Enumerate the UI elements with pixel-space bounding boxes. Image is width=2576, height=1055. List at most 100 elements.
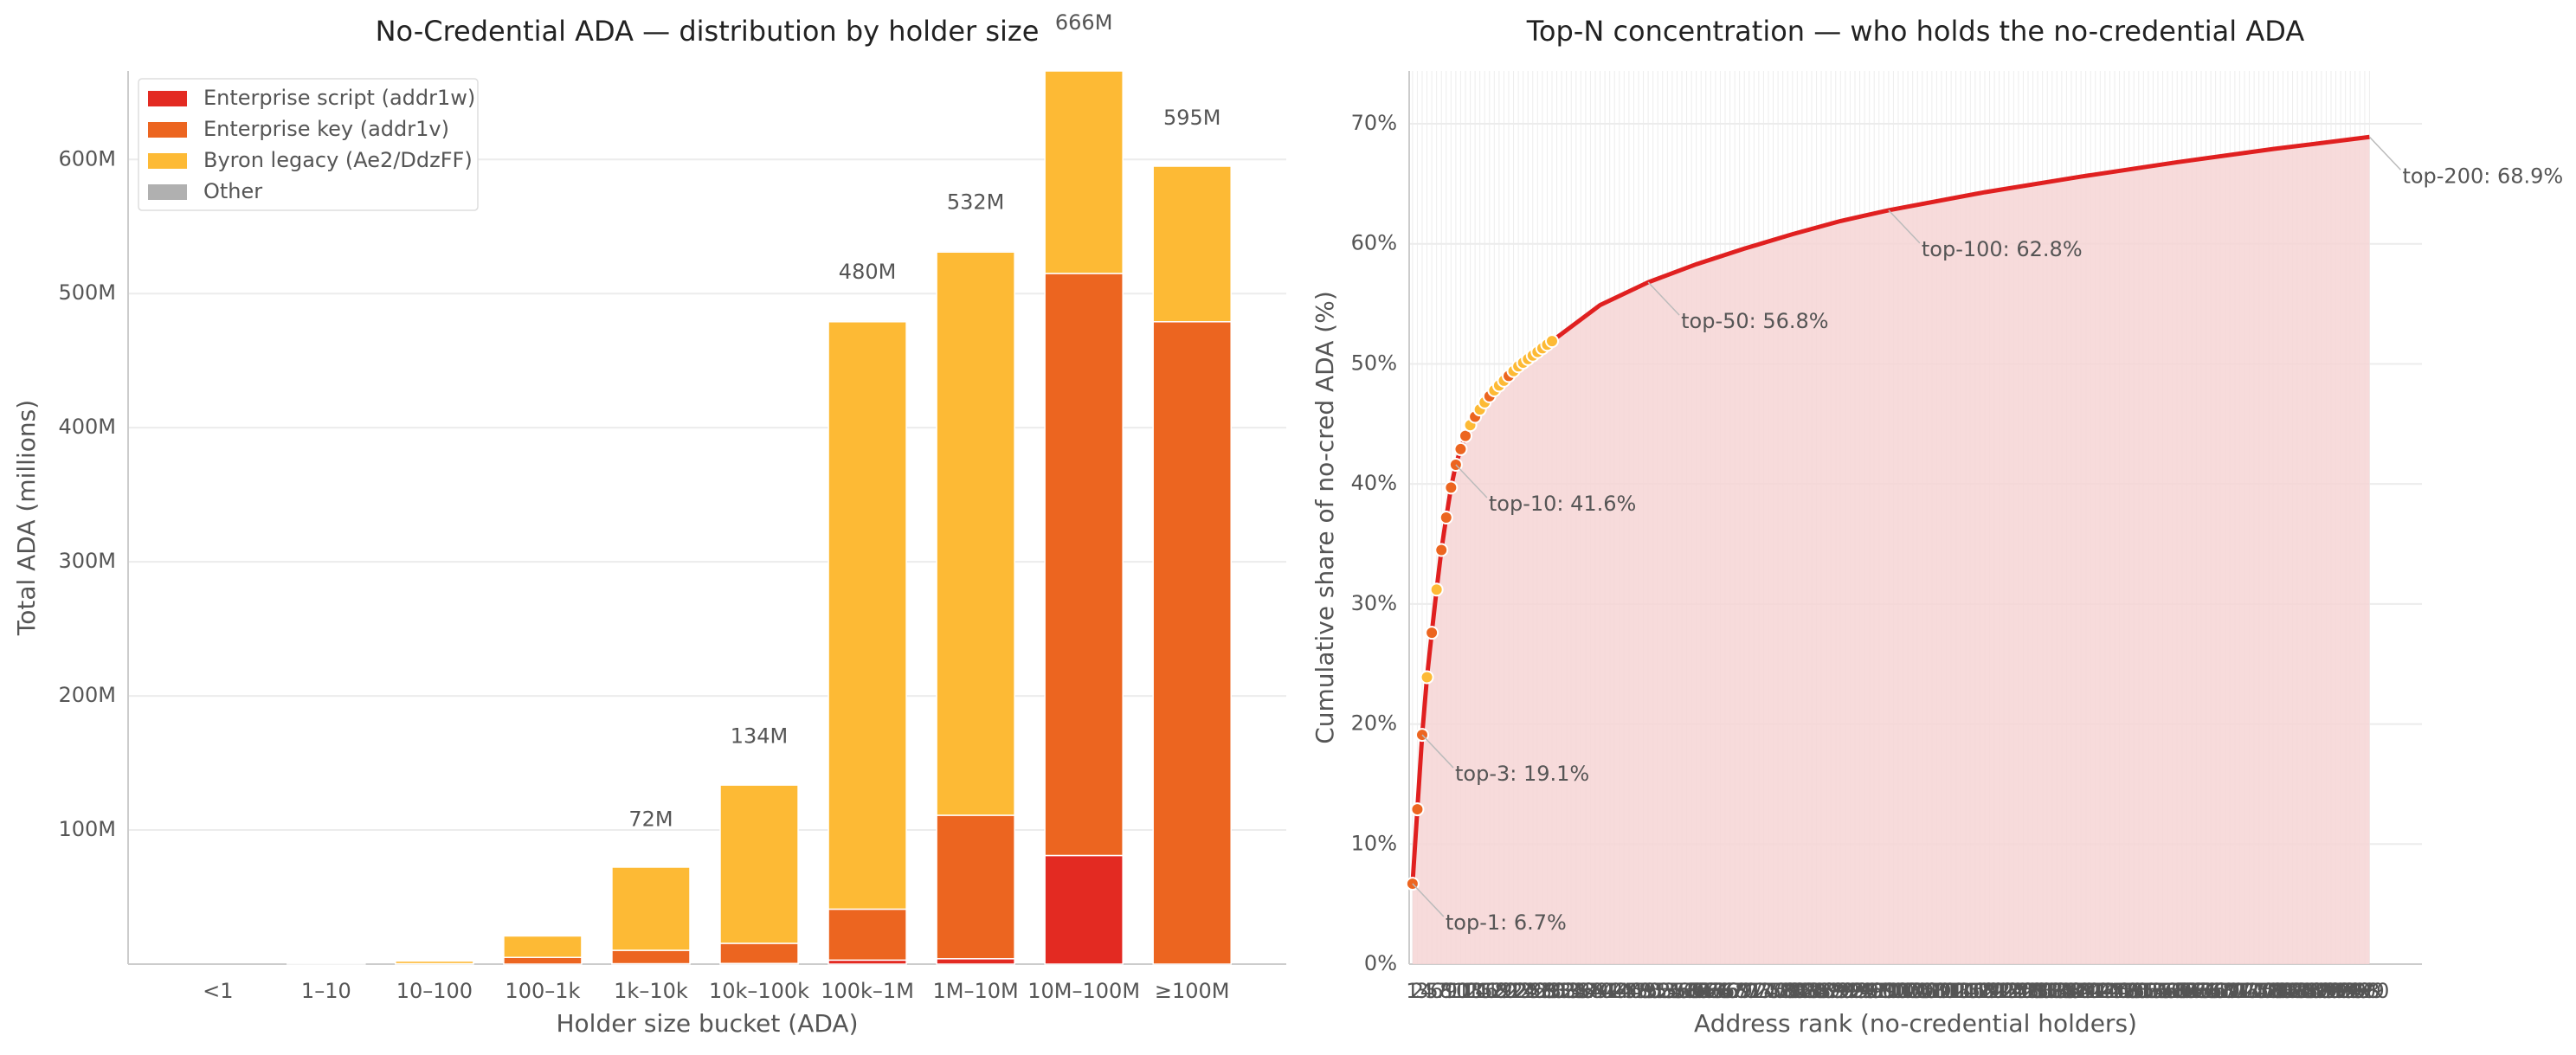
annotation-leader xyxy=(1647,281,1680,316)
x-tick-label: 100–1k xyxy=(505,979,580,1003)
point-marker xyxy=(1434,543,1449,557)
x-tick-label: 17 xyxy=(1477,979,1504,1003)
x-tick-label: 99 xyxy=(1871,979,1897,1003)
x-tick-label: 162 xyxy=(2167,979,2206,1003)
x-tick-label: 89 xyxy=(1823,979,1850,1003)
x-tick-label: 151 xyxy=(2114,979,2154,1003)
x-tick-label: 101 xyxy=(1874,979,1914,1003)
x-tick-label: 83 xyxy=(1794,979,1820,1003)
x-tick-label: ≥100M xyxy=(1155,979,1230,1003)
legend-swatch xyxy=(148,153,187,169)
point-marker xyxy=(1410,802,1425,817)
x-tick-label: 174 xyxy=(2225,979,2264,1003)
y-tick-label: 300M xyxy=(58,549,116,573)
y-tick-label: 70% xyxy=(1351,111,1397,135)
x-tick-label: 144 xyxy=(2080,979,2120,1003)
x-tick-label: 125 xyxy=(1989,979,2029,1003)
x-tick-label: 184 xyxy=(2273,979,2313,1003)
bar-segment xyxy=(936,249,1015,253)
total-label: 72M xyxy=(628,807,673,831)
x-tick-label: 88 xyxy=(1818,979,1845,1003)
annotation: top-10: 41.6% xyxy=(1489,492,1636,516)
legend-label: Enterprise script (addr1w) xyxy=(203,86,475,110)
x-tick-label: 175 xyxy=(2230,979,2270,1003)
point-marker xyxy=(1439,511,1453,524)
bar-segment xyxy=(719,784,799,944)
x-tick-label: 36 xyxy=(1568,979,1594,1003)
x-tick-label: 150 xyxy=(2109,979,2149,1003)
x-tick-label: 180 xyxy=(2253,979,2293,1003)
bar-segment xyxy=(719,942,799,964)
bar-segment xyxy=(611,949,691,965)
x-tick-label: 58 xyxy=(1673,979,1700,1003)
x-tick-label: 15 xyxy=(1466,979,1493,1003)
chart-title: Top-N concentration — who holds the no-c… xyxy=(1526,15,2305,48)
y-tick-label: 600M xyxy=(58,146,116,170)
x-tick-label: 77 xyxy=(1765,979,1792,1003)
x-tick-label: 76 xyxy=(1760,979,1787,1003)
x-tick-label: 60 xyxy=(1683,979,1710,1003)
bar-segment xyxy=(936,814,1015,960)
x-tick-label: 70 xyxy=(1731,979,1758,1003)
x-tick-label: 127 xyxy=(1999,979,2038,1003)
x-tick-label: 1k–10k xyxy=(614,979,688,1003)
x-tick-label: 118 xyxy=(1955,979,1995,1003)
x-tick-label: 166 xyxy=(2186,979,2226,1003)
x-tick-label: 145 xyxy=(2085,979,2125,1003)
x-tick-label: 183 xyxy=(2268,979,2308,1003)
annotation-leader xyxy=(2368,136,2401,170)
x-tick-label: 110 xyxy=(1917,979,1957,1003)
area-fill xyxy=(1412,137,2370,964)
x-tick-label: 195 xyxy=(2326,979,2366,1003)
x-tick-label: 75 xyxy=(1755,979,1782,1003)
x-tick-label: 93 xyxy=(1842,979,1869,1003)
x-tick-label: 21 xyxy=(1496,979,1523,1003)
x-tick-label: 173 xyxy=(2220,979,2260,1003)
x-tick-label: 96 xyxy=(1856,979,1883,1003)
x-tick-label: 27 xyxy=(1524,979,1551,1003)
x-tick-label: 4 xyxy=(1420,979,1433,1003)
x-tick-label: 16 xyxy=(1472,979,1498,1003)
x-tick-label: 97 xyxy=(1861,979,1888,1003)
total-label: 134M xyxy=(731,724,789,748)
y-tick-label: 0% xyxy=(1364,951,1397,975)
x-tick-label: 34 xyxy=(1558,979,1585,1003)
x-tick-label: 37 xyxy=(1573,979,1600,1003)
x-tick-label: 192 xyxy=(2311,979,2351,1003)
y-tick-label: 10% xyxy=(1351,831,1397,855)
legend-swatch xyxy=(148,184,187,200)
x-tick-label: 38 xyxy=(1577,979,1604,1003)
x-tick-label: 107 xyxy=(1903,979,1942,1003)
x-tick-label: 158 xyxy=(2148,979,2187,1003)
x-tick-label: 40 xyxy=(1587,979,1613,1003)
bar-segment xyxy=(936,251,1015,816)
x-tick-label: <1 xyxy=(203,979,233,1003)
x-tick-label: 49 xyxy=(1630,979,1657,1003)
x-tick-label: 41 xyxy=(1592,979,1619,1003)
point-marker xyxy=(1444,480,1459,495)
x-tick-label: 120 xyxy=(1965,979,2005,1003)
y-tick-label: 200M xyxy=(58,683,116,707)
bar-segment xyxy=(503,956,583,965)
x-tick-label: 2 xyxy=(1411,979,1424,1003)
bar-segment xyxy=(503,935,583,959)
annotation: top-100: 62.8% xyxy=(1922,237,2083,261)
y-axis-label: Total ADA (millions) xyxy=(12,400,41,636)
y-tick-label: 40% xyxy=(1351,471,1397,495)
x-tick-label: 81 xyxy=(1784,979,1811,1003)
x-tick-label: 64 xyxy=(1703,979,1729,1003)
x-tick-label: 10k–100k xyxy=(709,979,809,1003)
x-tick-label: 194 xyxy=(2321,979,2360,1003)
x-tick-label: 24 xyxy=(1510,979,1536,1003)
bar-segment xyxy=(828,319,907,323)
x-tick-label: 13 xyxy=(1457,979,1484,1003)
legend-label: Byron legacy (Ae2/DdzFF) xyxy=(203,148,473,172)
x-tick-label: 196 xyxy=(2330,979,2370,1003)
legend-swatch xyxy=(148,91,187,106)
x-tick-label: 1 xyxy=(1406,979,1419,1003)
x-tick-label: 113 xyxy=(1931,979,1971,1003)
y-tick-label: 400M xyxy=(58,415,116,439)
x-tick-label: 87 xyxy=(1813,979,1839,1003)
x-tick-label: 28 xyxy=(1530,979,1556,1003)
